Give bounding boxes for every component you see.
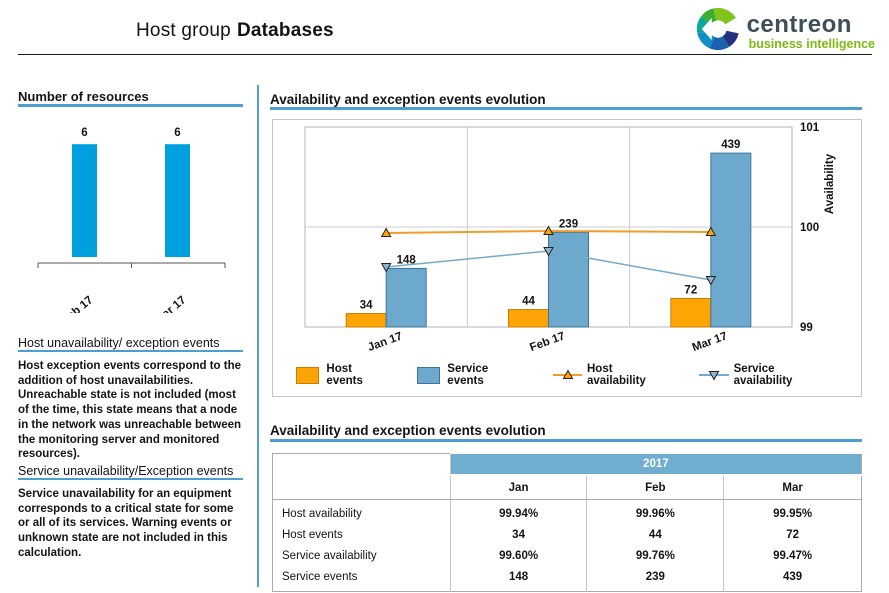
- event-bar: [385, 267, 427, 328]
- resources-chart-title: Number of resources: [18, 89, 149, 104]
- month-header-cell: Jan: [449, 475, 587, 500]
- value-cell: 99.60%: [449, 545, 587, 566]
- value-cell: 34: [449, 524, 587, 545]
- bar-value-label: 6: [81, 127, 87, 139]
- availability-chart-canvas: 34 44 72 148 239 439 101 100 99 Availability Jan 1…: [304, 122, 836, 354]
- bar-value-label: 34: [360, 300, 373, 312]
- main-chart-title: Availability and exception events evolut…: [270, 92, 546, 107]
- availability-events-chart: Host events Service events Host availabili…: [272, 119, 862, 397]
- legend-label: Host events: [326, 363, 363, 387]
- table-year-row: 2017: [272, 452, 862, 500]
- table-month-row: Jan Feb Mar: [273, 475, 862, 500]
- legend-item: Service events: [416, 363, 526, 387]
- triangle-down-marker: [543, 247, 554, 257]
- value-cell: 99.47%: [723, 545, 862, 566]
- row-label-cell: Host events: [282, 528, 343, 541]
- month-header-cell: Mar: [723, 475, 862, 500]
- value-cell: 99.94%: [449, 499, 587, 524]
- table-row: Service events 148 239 439: [273, 566, 862, 592]
- resource-bar: [72, 144, 97, 257]
- triangle-up-marker: [705, 226, 717, 236]
- section-body-host: Host exception events correspond to the …: [18, 360, 242, 461]
- category-label: Mar 17: [153, 294, 189, 313]
- table-title: Availability and exception events evolut…: [270, 423, 546, 438]
- page-title-prefix: Host group: [136, 20, 231, 41]
- legend-line-marker: [699, 371, 729, 381]
- chart-legend: Host events Service events Host availabili…: [296, 363, 861, 387]
- bar-value-label: 439: [721, 139, 740, 151]
- bar-value-label: 72: [684, 284, 697, 296]
- bar-value-label: 239: [559, 218, 578, 230]
- value-cell: 239: [586, 566, 724, 592]
- availability-events-table: 2017 Jan Feb Mar Host availability 99.94% 99.9…: [272, 452, 862, 592]
- table-corner-cell: [272, 453, 451, 500]
- month-header-cell: Feb: [586, 475, 724, 500]
- event-bar: [710, 152, 752, 328]
- logo-wordmark: centreon business intelligence: [746, 10, 875, 51]
- legend-label: Service events: [447, 363, 489, 387]
- category-label: Mar 17: [691, 330, 729, 354]
- legend-item: Service availability: [699, 363, 834, 387]
- header-rule: [18, 54, 872, 55]
- table-row: Service availability 99.60% 99.76% 99.47%: [273, 545, 862, 566]
- section-heading-service: Service unavailability/Exception events: [18, 464, 234, 478]
- category-label: Feb 17: [60, 294, 96, 313]
- main-chart-title-underline: [270, 107, 862, 110]
- table-row: Host events 34 44 72: [273, 524, 862, 545]
- bar-value-label: 44: [522, 296, 535, 308]
- resource-bar: [165, 144, 190, 257]
- category-label: Feb 17: [528, 330, 566, 354]
- legend-line-marker: [552, 369, 582, 379]
- legend-item: Host availability: [552, 363, 673, 387]
- legend-swatch: [416, 366, 441, 384]
- row-label-cell: Service events: [282, 570, 358, 583]
- category-label: Jan 17: [366, 330, 404, 354]
- page-title: Host group Databases: [136, 20, 334, 42]
- value-cell: 439: [723, 566, 862, 592]
- y2-tick-label: 100: [800, 222, 819, 234]
- legend-label: Service availability: [733, 363, 793, 387]
- value-cell: 72: [723, 524, 862, 545]
- value-cell: 99.95%: [723, 499, 862, 524]
- row-label-cell: Host availability: [282, 507, 362, 520]
- event-bar: [670, 297, 712, 328]
- section-heading-host: Host unavailability/ exception events: [18, 336, 220, 350]
- y2-tick-label: 101: [800, 122, 820, 134]
- section-underline: [18, 478, 243, 480]
- centreon-logo: centreon business intelligence: [695, 6, 875, 57]
- bar-value-label: 148: [397, 254, 417, 266]
- legend-item: Host events: [296, 363, 390, 387]
- value-cell: 44: [586, 524, 724, 545]
- resources-title-underline: [18, 104, 243, 107]
- table-title-underline: [270, 439, 862, 442]
- section-body-service: Service unavailability for an equipment …: [18, 488, 234, 559]
- value-cell: 99.96%: [586, 499, 724, 524]
- legend-swatch: [296, 366, 320, 384]
- legend-label: Host availability: [587, 363, 646, 387]
- event-bar: [548, 231, 589, 328]
- triangle-down-marker: [380, 263, 392, 273]
- value-cell: 148: [449, 566, 587, 592]
- page-title-bold: Databases: [236, 20, 334, 41]
- resources-bar-chart: 6 6 Feb 17 Mar 17: [18, 108, 243, 327]
- logo-word: centreon: [746, 10, 852, 38]
- event-bar: [508, 309, 549, 328]
- table-row: Host availability 99.94% 99.96% 99.95%: [273, 499, 862, 524]
- centreon-logo-icon: [695, 6, 741, 57]
- y2-tick-label: 99: [800, 322, 813, 334]
- section-underline: [18, 350, 243, 352]
- value-cell: 99.76%: [586, 545, 724, 566]
- resources-chart-canvas: 6 6 Feb 17 Mar 17: [37, 127, 226, 327]
- year-header-cell: 2017: [450, 452, 862, 476]
- y2-axis-label: Availability: [824, 153, 836, 214]
- triangle-up-marker: [380, 227, 392, 237]
- event-bar: [345, 313, 387, 328]
- logo-tagline: business intelligence: [748, 36, 875, 51]
- triangle-down-marker: [705, 276, 717, 286]
- column-divider: [257, 85, 259, 587]
- bar-value-label: 6: [174, 127, 180, 139]
- triangle-up-marker: [543, 225, 554, 235]
- row-label-cell: Service availability: [282, 549, 377, 562]
